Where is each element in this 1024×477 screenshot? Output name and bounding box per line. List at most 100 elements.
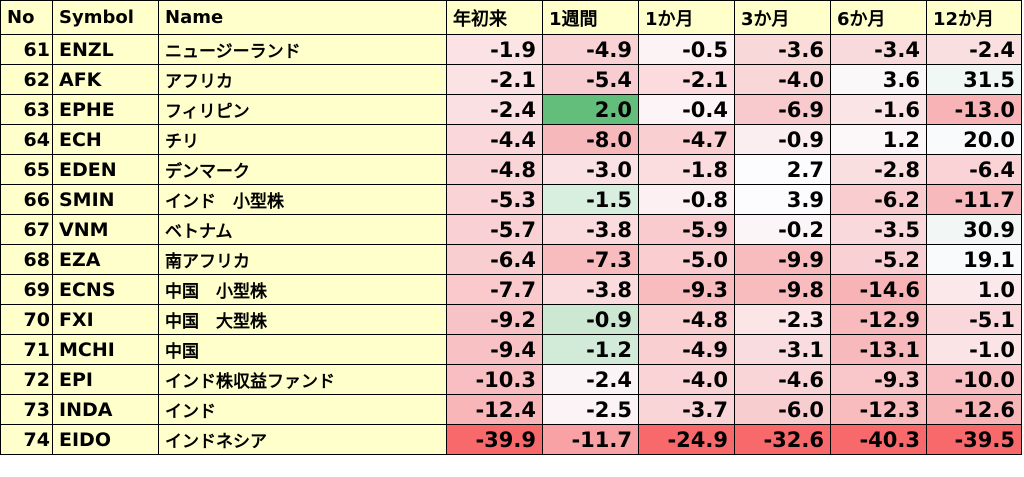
cell-3month: -4.0	[734, 64, 831, 95]
cell-no: 63	[0, 94, 53, 125]
cell-name: 南アフリカ	[158, 244, 447, 275]
cell-no: 67	[0, 214, 53, 245]
cell-name: アフリカ	[158, 64, 447, 95]
table-row: 74 EIDO インドネシア -39.9 -11.7 -24.9 -32.6 -40.3 -39…	[0, 424, 1022, 455]
cell-3month: -6.0	[734, 394, 831, 425]
table-row: 64 ECH チリ -4.4 -8.0 -4.7 -0.9 1.2 20.0	[0, 124, 1022, 155]
cell-symbol: ECNS	[52, 274, 159, 305]
cell-12month: -10.0	[926, 364, 1022, 395]
cell-12month: 1.0	[926, 274, 1022, 305]
cell-name: 中国 大型株	[158, 304, 447, 335]
cell-no: 70	[0, 304, 53, 335]
cell-ytd: -4.4	[446, 124, 543, 155]
cell-ytd: -9.2	[446, 304, 543, 335]
cell-6month: -2.8	[830, 154, 927, 185]
cell-1week: -11.7	[542, 424, 639, 455]
table-row: 62 AFK アフリカ -2.1 -5.4 -2.1 -4.0 3.6 31.5	[0, 64, 1022, 95]
cell-1week: -3.8	[542, 274, 639, 305]
cell-symbol: MCHI	[52, 334, 159, 365]
table-row: 72 EPI インド株収益ファンド -10.3 -2.4 -4.0 -4.6 -9.3 -10.…	[0, 364, 1022, 395]
cell-symbol: ECH	[52, 124, 159, 155]
table-row: 63 EPHE フィリピン -2.4 2.0 -0.4 -6.9 -1.6 -13.0	[0, 94, 1022, 125]
cell-no: 61	[0, 34, 53, 65]
table-row: 70 FXI 中国 大型株 -9.2 -0.9 -4.8 -2.3 -12.9 -5.1	[0, 304, 1022, 335]
cell-1week: -2.4	[542, 364, 639, 395]
cell-12month: -6.4	[926, 154, 1022, 185]
cell-no: 72	[0, 364, 53, 395]
cell-1week: -2.5	[542, 394, 639, 425]
cell-12month: 31.5	[926, 64, 1022, 95]
cell-symbol: FXI	[52, 304, 159, 335]
cell-symbol: EPI	[52, 364, 159, 395]
cell-12month: -39.5	[926, 424, 1022, 455]
cell-6month: -1.6	[830, 94, 927, 125]
cell-ytd: -1.9	[446, 34, 543, 65]
table-row: 65 EDEN デンマーク -4.8 -3.0 -1.8 2.7 -2.8 -6.4	[0, 154, 1022, 185]
cell-1month: -2.1	[638, 64, 735, 95]
performance-table: No Symbol Name 年初来 1週間 1か月 3か月 6か月 12か月 …	[0, 0, 1022, 455]
cell-ytd: -6.4	[446, 244, 543, 275]
cell-no: 69	[0, 274, 53, 305]
cell-1month: -4.9	[638, 334, 735, 365]
cell-symbol: EIDO	[52, 424, 159, 455]
cell-6month: -14.6	[830, 274, 927, 305]
table-row: 61 ENZL ニュージーランド -1.9 -4.9 -0.5 -3.6 -3.4 -2.4	[0, 34, 1022, 65]
cell-ytd: -10.3	[446, 364, 543, 395]
cell-3month: -9.9	[734, 244, 831, 275]
header-6month: 6か月	[830, 0, 927, 35]
cell-symbol: EZA	[52, 244, 159, 275]
cell-symbol: EPHE	[52, 94, 159, 125]
cell-1week: -8.0	[542, 124, 639, 155]
cell-ytd: -5.3	[446, 184, 543, 215]
cell-1month: -4.0	[638, 364, 735, 395]
cell-3month: -9.8	[734, 274, 831, 305]
header-symbol: Symbol	[52, 0, 159, 35]
cell-ytd: -4.8	[446, 154, 543, 185]
cell-name: インドネシア	[158, 424, 447, 455]
cell-1week: -3.0	[542, 154, 639, 185]
cell-1month: -0.8	[638, 184, 735, 215]
cell-name: 中国	[158, 334, 447, 365]
cell-name: フィリピン	[158, 94, 447, 125]
cell-3month: -3.6	[734, 34, 831, 65]
cell-6month: -6.2	[830, 184, 927, 215]
cell-no: 64	[0, 124, 53, 155]
cell-ytd: -7.7	[446, 274, 543, 305]
cell-name: ニュージーランド	[158, 34, 447, 65]
header-no: No	[0, 0, 53, 35]
cell-1month: -4.7	[638, 124, 735, 155]
cell-3month: -0.2	[734, 214, 831, 245]
cell-1month: -3.7	[638, 394, 735, 425]
cell-ytd: -9.4	[446, 334, 543, 365]
cell-symbol: AFK	[52, 64, 159, 95]
cell-6month: -9.3	[830, 364, 927, 395]
cell-no: 65	[0, 154, 53, 185]
cell-ytd: -2.4	[446, 94, 543, 125]
cell-symbol: INDA	[52, 394, 159, 425]
cell-1week: -5.4	[542, 64, 639, 95]
header-name: Name	[158, 0, 447, 35]
cell-no: 74	[0, 424, 53, 455]
cell-no: 68	[0, 244, 53, 275]
cell-1month: -5.0	[638, 244, 735, 275]
table-row: 67 VNM ベトナム -5.7 -3.8 -5.9 -0.2 -3.5 30.9	[0, 214, 1022, 245]
cell-12month: -5.1	[926, 304, 1022, 335]
cell-3month: -2.3	[734, 304, 831, 335]
cell-6month: -3.4	[830, 34, 927, 65]
cell-no: 71	[0, 334, 53, 365]
cell-name: デンマーク	[158, 154, 447, 185]
cell-name: チリ	[158, 124, 447, 155]
table-row: 71 MCHI 中国 -9.4 -1.2 -4.9 -3.1 -13.1 -1.0	[0, 334, 1022, 365]
cell-1week: -1.2	[542, 334, 639, 365]
cell-12month: -1.0	[926, 334, 1022, 365]
cell-6month: 1.2	[830, 124, 927, 155]
table-row: 66 SMIN インド 小型株 -5.3 -1.5 -0.8 3.9 -6.2 -11.7	[0, 184, 1022, 215]
cell-1week: -3.8	[542, 214, 639, 245]
cell-6month: -12.3	[830, 394, 927, 425]
cell-3month: -3.1	[734, 334, 831, 365]
cell-3month: -6.9	[734, 94, 831, 125]
cell-1month: -0.5	[638, 34, 735, 65]
cell-ytd: -39.9	[446, 424, 543, 455]
cell-6month: -12.9	[830, 304, 927, 335]
cell-3month: 3.9	[734, 184, 831, 215]
